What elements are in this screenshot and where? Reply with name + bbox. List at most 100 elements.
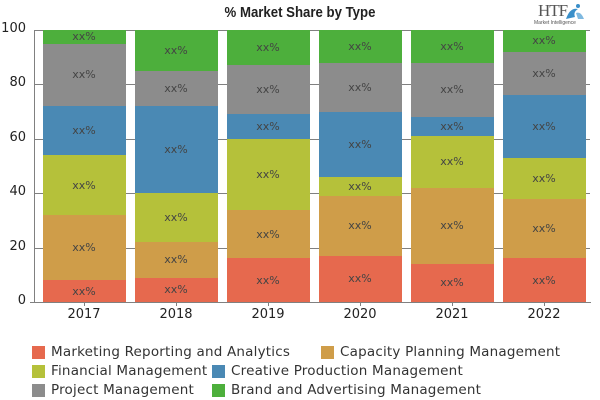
data-label: xx% (164, 253, 188, 267)
bar-segment: xx% (134, 277, 218, 302)
gridline (34, 30, 590, 31)
x-tick-label: 2020 (343, 307, 377, 322)
data-label: xx% (164, 211, 188, 225)
y-tick-label: 60 (9, 129, 26, 145)
data-label: xx% (72, 124, 96, 138)
bar-segment: xx% (226, 209, 310, 259)
data-label: xx% (164, 283, 188, 297)
legend-label: Capacity Planning Management (340, 344, 561, 360)
legend-swatch-icon (212, 364, 225, 378)
bar-segment: xx% (410, 136, 494, 188)
bar-segment: xx% (502, 95, 586, 158)
gridline (34, 247, 590, 249)
bar-segment: xx% (410, 62, 494, 118)
data-label: xx% (256, 83, 280, 97)
legend-swatch-icon (32, 383, 45, 397)
bar-segment: xx% (318, 176, 402, 196)
bar-2020: xx% xx% xx% xx% xx% xx% (318, 30, 402, 302)
data-label: xx% (348, 137, 372, 151)
data-label: xx% (348, 179, 372, 193)
bar-segment: xx% (42, 280, 126, 302)
data-label: xx% (532, 273, 556, 287)
data-label: xx% (440, 83, 464, 97)
bar-segment: xx% (42, 214, 126, 281)
legend-label: Financial Management (51, 363, 208, 379)
data-label: xx% (348, 80, 372, 94)
logo-mark-icon (566, 4, 584, 19)
bar-2017: xx% xx% xx% xx% xx% xx% (42, 30, 126, 302)
x-tick-mark (268, 302, 269, 306)
legend-item: Financial Management (32, 362, 207, 380)
y-tick-label: 80 (9, 75, 26, 91)
data-label: xx% (164, 143, 188, 157)
data-label: xx% (164, 43, 188, 57)
data-label: xx% (348, 219, 372, 233)
x-tick-mark (452, 302, 453, 306)
data-label: xx% (348, 39, 372, 53)
data-label: xx% (532, 67, 556, 81)
bar-segment: xx% (226, 65, 310, 115)
legend-label: Brand and Advertising Management (231, 382, 482, 398)
bar-segment: xx% (502, 258, 586, 302)
legend-item: Capacity Planning Management (321, 343, 560, 361)
data-label: xx% (440, 39, 464, 53)
bar-segment: xx% (134, 30, 218, 71)
logo-subtext: Market Intelligence (534, 20, 576, 26)
bar-segment: xx% (226, 114, 310, 139)
data-label: xx% (532, 171, 556, 185)
data-label: xx% (440, 120, 464, 134)
bar-segment: xx% (42, 155, 126, 215)
bar-segment: xx% (502, 157, 586, 199)
data-label: xx% (440, 276, 464, 290)
legend-swatch-icon (32, 364, 45, 378)
data-label: xx% (256, 273, 280, 287)
data-label: xx% (532, 34, 556, 48)
bar-segment: xx% (42, 106, 126, 156)
x-axis-line (30, 302, 591, 303)
legend-item: Project Management (32, 381, 194, 399)
bar-segment: xx% (410, 117, 494, 137)
plot-area: xx% xx% xx% xx% xx% xx% xx% xx% xx% xx% xx% xx% xx% x… (34, 30, 590, 303)
legend-item: Brand and Advertising Management (212, 381, 481, 399)
bar-segment: xx% (410, 30, 494, 63)
legend-label: Creative Production Management (231, 363, 463, 379)
gridline (34, 193, 590, 195)
bar-2018: xx% xx% xx% xx% xx% xx% (134, 30, 218, 302)
bar-segment: xx% (42, 30, 126, 44)
bar-segment: xx% (318, 111, 402, 177)
bar-segment: xx% (318, 255, 402, 302)
x-tick-label: 2017 (67, 307, 101, 322)
x-tick-mark (176, 302, 177, 306)
data-label: xx% (532, 120, 556, 134)
legend-item: Creative Production Management (212, 362, 463, 380)
legend-item: Marketing Reporting and Analytics (32, 343, 290, 361)
bar-segment: xx% (134, 242, 218, 278)
bar-segment: xx% (134, 106, 218, 194)
data-label: xx% (532, 222, 556, 236)
data-label: xx% (256, 167, 280, 181)
data-label: xx% (72, 178, 96, 192)
data-label: xx% (72, 284, 96, 298)
bar-segment: xx% (318, 195, 402, 256)
x-tick-label: 2022 (527, 307, 561, 322)
y-tick-label: 20 (9, 238, 26, 254)
legend-label: Marketing Reporting and Analytics (51, 344, 291, 360)
legend-swatch-icon (212, 383, 225, 397)
legend-swatch-icon (32, 345, 45, 359)
bar-segment: xx% (318, 62, 402, 112)
bar-segment: xx% (226, 30, 310, 66)
bar-segment: xx% (502, 51, 586, 96)
data-label: xx% (440, 219, 464, 233)
legend-swatch-icon (321, 345, 334, 359)
htf-logo: HTF Market Intelligence (534, 1, 594, 29)
bar-segment: xx% (318, 30, 402, 63)
logo-text: HTF (538, 1, 568, 20)
y-tick-label: 0 (17, 293, 26, 308)
bar-2022: xx% xx% xx% xx% xx% xx% (502, 30, 586, 302)
data-label: xx% (72, 241, 96, 255)
data-label: xx% (348, 272, 372, 286)
data-label: xx% (164, 81, 188, 95)
legend-label: Project Management (51, 382, 195, 398)
x-tick-mark (84, 302, 85, 306)
x-tick-label: 2021 (435, 307, 469, 322)
